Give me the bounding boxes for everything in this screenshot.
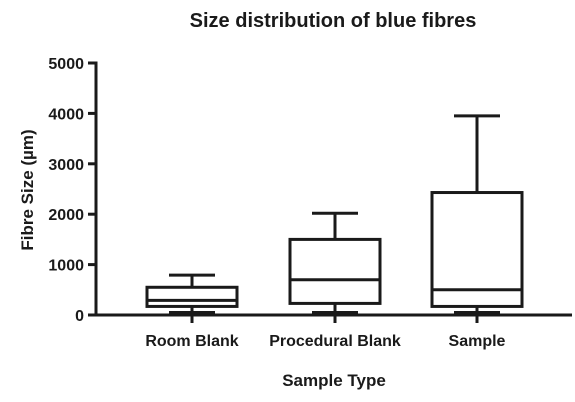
x-tick-label: Sample xyxy=(449,333,506,350)
axes: 0 1000 2000 3000 4000 5000 Room Blank Procedura… xyxy=(48,56,572,350)
box-iqr xyxy=(288,237,382,305)
boxes xyxy=(145,114,524,314)
x-tick-label: Room Blank xyxy=(145,333,238,350)
y-tick-label: 4000 xyxy=(48,106,84,123)
x-tick-label: Procedural Blank xyxy=(269,333,401,350)
chart-title: Size distribution of blue fibres xyxy=(190,10,477,32)
x-axis-label: Sample Type xyxy=(282,371,386,390)
y-tick-label: 3000 xyxy=(48,157,84,174)
y-tick-label: 5000 xyxy=(48,56,84,73)
y-tick-label: 0 xyxy=(75,308,84,325)
y-tick-label: 1000 xyxy=(48,258,84,275)
y-axis-label: Fibre Size (µm) xyxy=(18,129,37,250)
box-iqr xyxy=(145,285,239,308)
y-tick-label: 2000 xyxy=(48,207,84,224)
